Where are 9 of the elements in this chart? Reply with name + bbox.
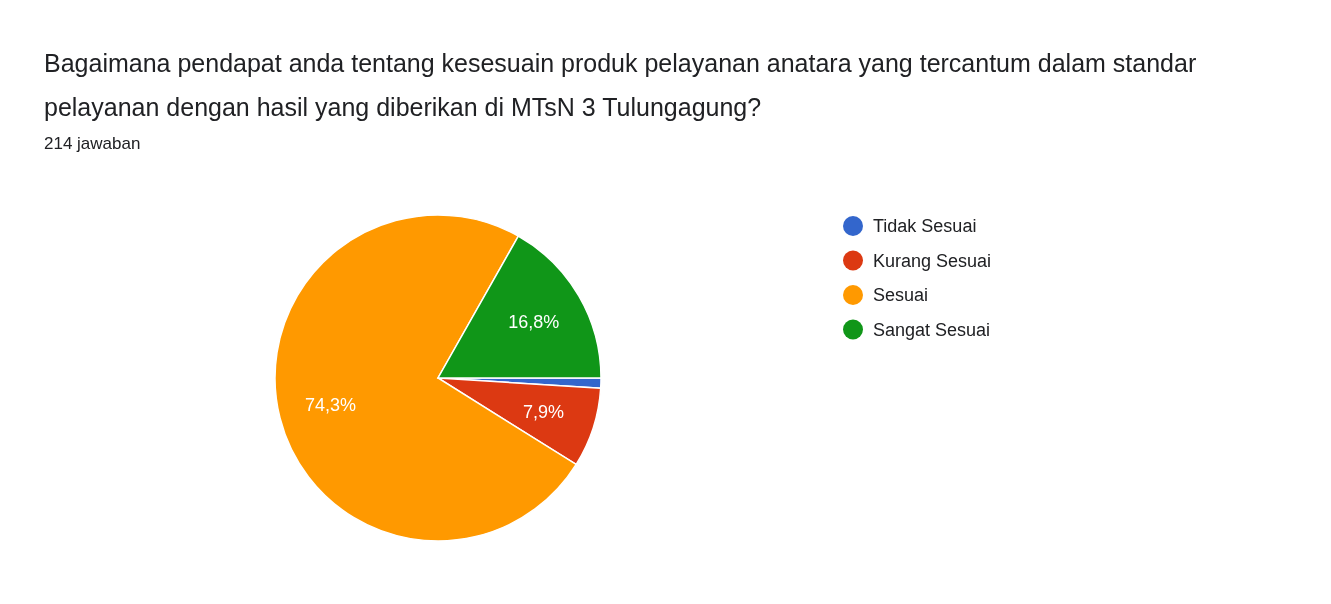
data-label: 74,3%: [305, 395, 357, 416]
legend-label: Kurang Sesuai: [873, 250, 992, 271]
legend-label: Tidak Sesuai: [873, 216, 977, 236]
legend-label: Sangat Sesuai: [873, 319, 991, 340]
data-label: 16,8%: [508, 312, 560, 333]
text: 214 jawaban: [44, 134, 141, 153]
chart-title: Bagaimana pendapat anda tentang kesesuain produk pelayanan anatara yang tercantum dalam standar pelayanan dengan hasil yang diberikan di MTsN 3 Tulungagung?: [44, 49, 1197, 121]
legend-label: Sesuai: [873, 285, 929, 305]
data-label: 7,9%: [523, 401, 565, 422]
